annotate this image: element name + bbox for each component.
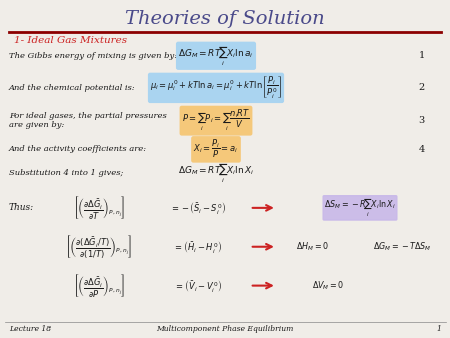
Text: Theories of Solution: Theories of Solution [125,10,325,28]
Text: 1- Ideal Gas Mixtures: 1- Ideal Gas Mixtures [14,36,126,45]
Text: $= -\!\left(\bar{S}_i - S_i^{\,0}\right)$: $= -\!\left(\bar{S}_i - S_i^{\,0}\right)… [170,200,226,216]
Text: Substitution 4 into 1 gives;: Substitution 4 into 1 gives; [9,169,123,177]
Text: The Gibbs energy of mixing is given by:: The Gibbs energy of mixing is given by: [9,52,177,60]
Text: $\left[\left(\dfrac{\partial \Delta\bar{G}_i}{\partial P}\right)_{P,n_j}\right]$: $\left[\left(\dfrac{\partial \Delta\bar{… [73,272,125,299]
Text: $\mu_i = \mu_i^0 + kT\ln a_i = \mu_i^0 + kT\ln\!\left[\dfrac{P_i}{P_i^0}\right]$: $\mu_i = \mu_i^0 + kT\ln a_i = \mu_i^0 +… [150,75,282,101]
Text: And the activity coefficients are:: And the activity coefficients are: [9,145,147,153]
Text: 1: 1 [418,51,425,60]
Text: $\left[\left(\dfrac{\partial(\Delta\bar{G}_i/T)}{\partial(1/T)}\right)_{P,n_j}\r: $\left[\left(\dfrac{\partial(\Delta\bar{… [65,233,133,260]
Text: For ideal gases, the partial pressures
are given by:: For ideal gases, the partial pressures a… [9,112,167,129]
Text: $= \left(\bar{H}_i - H_i^{\,0}\right)$: $= \left(\bar{H}_i - H_i^{\,0}\right)$ [173,239,223,255]
Text: 1: 1 [436,324,441,333]
Text: $X_i = \dfrac{P_i}{P} = a_i$: $X_i = \dfrac{P_i}{P} = a_i$ [194,138,238,161]
Text: 3: 3 [418,116,425,125]
Text: $\Delta V_M = 0$: $\Delta V_M = 0$ [312,280,345,292]
Text: $\left[\left(\dfrac{\partial \Delta\bar{G}_i}{\partial T}\right)_{P,n_j}\right]$: $\left[\left(\dfrac{\partial \Delta\bar{… [73,194,125,221]
Text: $\Delta H_M = 0$: $\Delta H_M = 0$ [296,241,329,253]
Text: Lecture 18: Lecture 18 [9,324,51,333]
Text: Thus:: Thus: [9,203,34,212]
Text: $\Delta G_M = -T\Delta S_M$: $\Delta G_M = -T\Delta S_M$ [374,241,432,253]
Text: 4: 4 [418,145,425,154]
Text: Multicomponent Phase Equilibrium: Multicomponent Phase Equilibrium [156,324,294,333]
Text: And the chemical potential is:: And the chemical potential is: [9,84,135,92]
Text: $\Delta G_M = RT\!\sum_i X_i \ln a_i$: $\Delta G_M = RT\!\sum_i X_i \ln a_i$ [178,44,254,68]
Text: 2: 2 [418,83,425,92]
Text: $\Delta G_M = RT\!\sum_i X_i \ln X_i$: $\Delta G_M = RT\!\sum_i X_i \ln X_i$ [178,162,254,185]
Text: $= \left(\bar{V}_i - V_i^{\,0}\right)$: $= \left(\bar{V}_i - V_i^{\,0}\right)$ [174,277,222,294]
Text: $\Delta S_M = -R\!\sum_i X_i \ln X_i$: $\Delta S_M = -R\!\sum_i X_i \ln X_i$ [324,197,396,219]
Text: $P = \sum_i P_i = \sum_i \dfrac{n_i RT}{V}$: $P = \sum_i P_i = \sum_i \dfrac{n_i RT}{… [182,108,250,134]
